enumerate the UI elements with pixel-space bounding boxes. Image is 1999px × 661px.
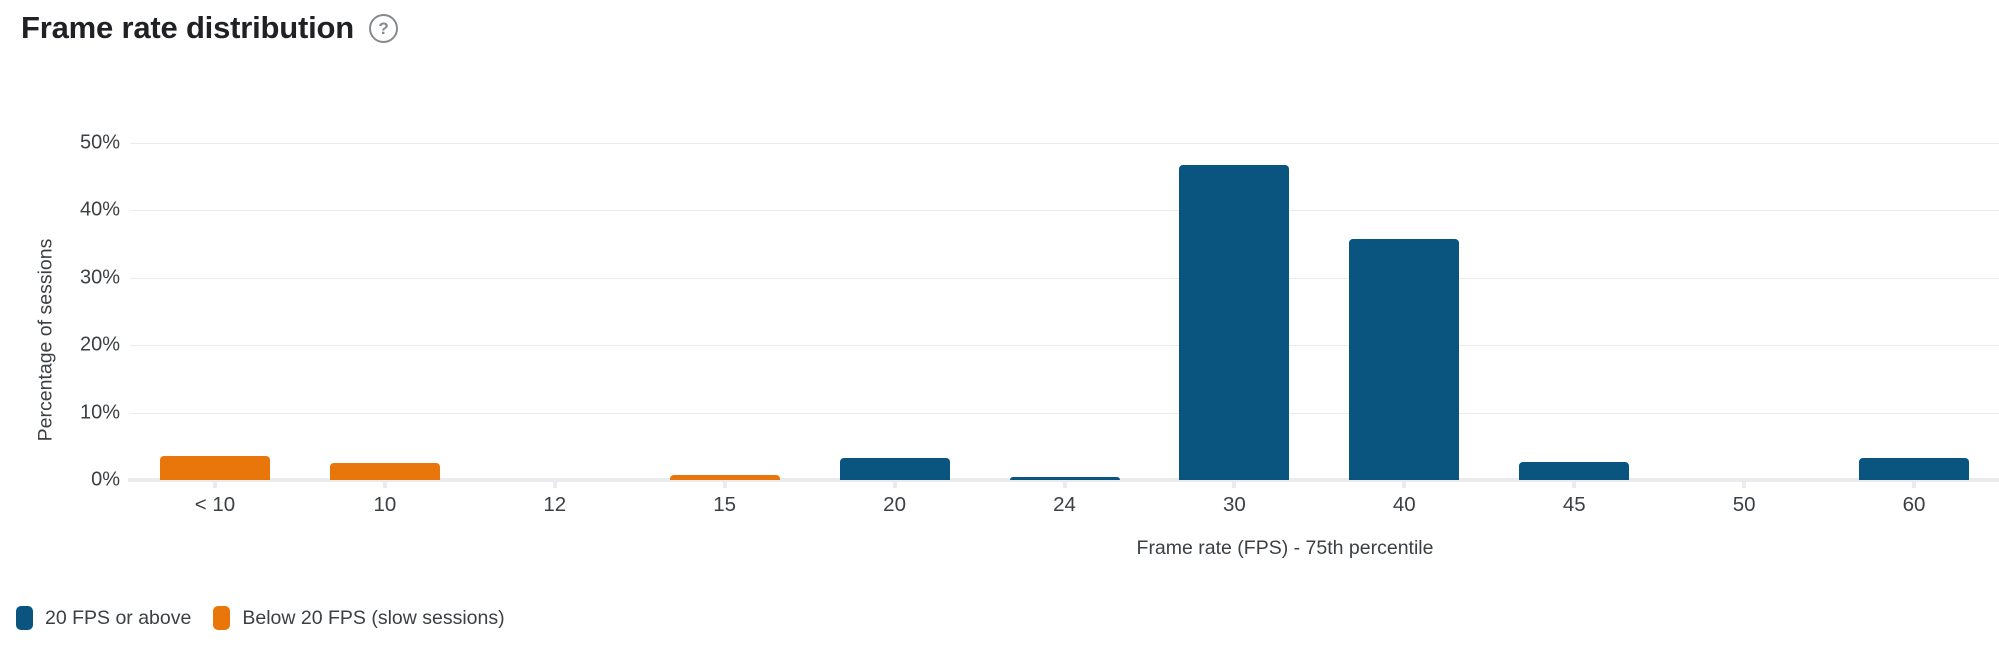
y-tick-label-50: 50% [79, 131, 120, 154]
bar-20[interactable] [839, 457, 950, 480]
x-axis-title: Frame rate (FPS) - 75th percentile [1136, 537, 1434, 559]
legend-item-20-fps-or-above: 20 FPS or above [16, 606, 191, 630]
bar-24[interactable] [1009, 476, 1120, 480]
legend-label: Below 20 FPS (slow sessions) [242, 606, 505, 629]
gridline-50 [130, 143, 1999, 144]
x-tick-label-45: 45 [1562, 493, 1586, 516]
x-tick-label-15: 15 [713, 493, 737, 516]
x-tick-label-50: 50 [1732, 493, 1756, 516]
bar-60[interactable] [1859, 458, 1970, 480]
x-tick-label-12: 12 [543, 493, 567, 516]
y-tick-label-10: 10% [79, 401, 120, 424]
legend-swatch-icon [213, 606, 231, 630]
x-tick-label-30: 30 [1223, 493, 1246, 516]
x-tick-label-20: 20 [883, 493, 906, 516]
x-tick-mark-60 [1912, 481, 1917, 488]
x-tick-label-<10: < 10 [194, 493, 236, 516]
gridline-10 [130, 412, 1999, 414]
x-tick-mark-10 [382, 481, 387, 488]
y-tick-label-40: 40% [79, 198, 120, 221]
x-tick-mark-30 [1232, 481, 1237, 488]
legend-item-below-20-fps-slow-sessions-: Below 20 FPS (slow sessions) [213, 606, 505, 630]
y-tick-label-20: 20% [79, 333, 120, 356]
bar-30[interactable] [1179, 164, 1290, 480]
x-tick-label-24: 24 [1053, 493, 1076, 516]
x-tick-mark-<10 [212, 481, 217, 488]
bar-10[interactable] [329, 463, 440, 480]
x-axis-baseline [128, 478, 1999, 482]
bar-<10[interactable] [159, 456, 270, 480]
bar-15[interactable] [669, 475, 780, 480]
page-title: Frame rate distribution [21, 10, 355, 45]
y-tick-label-30: 30% [79, 266, 120, 289]
y-tick-label-0: 0% [91, 468, 120, 491]
x-tick-mark-50 [1742, 481, 1747, 488]
help-icon[interactable]: ? [369, 13, 399, 43]
x-tick-label-60: 60 [1902, 493, 1926, 516]
bar-40[interactable] [1349, 238, 1460, 480]
chart-header: Frame rate distribution ? [21, 10, 399, 46]
x-tick-mark-12 [552, 481, 557, 488]
x-tick-label-10: 10 [373, 493, 397, 516]
x-tick-mark-15 [722, 481, 727, 488]
chart-legend: 20 FPS or above Below 20 FPS (slow sessio… [16, 606, 505, 630]
legend-swatch-icon [16, 606, 33, 630]
x-tick-mark-40 [1402, 481, 1407, 488]
gridline-40 [130, 210, 1999, 212]
x-tick-mark-20 [892, 481, 897, 488]
gridline-20 [130, 345, 1999, 347]
bar-45[interactable] [1519, 461, 1630, 480]
x-tick-mark-24 [1062, 481, 1067, 488]
x-tick-mark-45 [1572, 481, 1577, 488]
legend-label: 20 FPS or above [45, 606, 192, 629]
x-tick-label-40: 40 [1392, 493, 1416, 516]
gridline-30 [130, 277, 1999, 279]
